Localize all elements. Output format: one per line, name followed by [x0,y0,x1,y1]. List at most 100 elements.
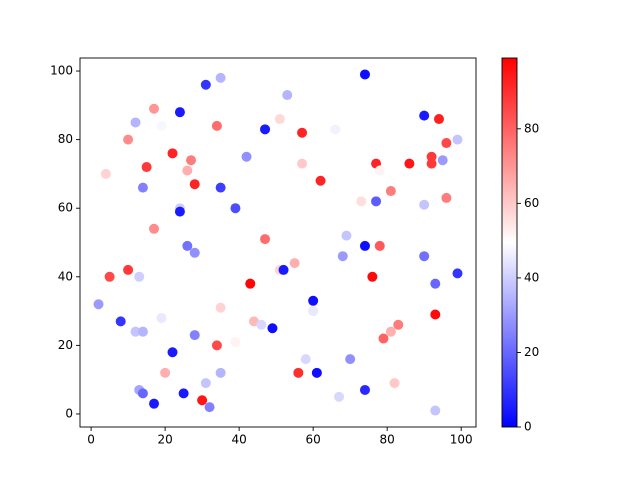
point [230,336,241,347]
colorbar [502,58,517,427]
point [100,168,111,179]
x-tick-label: 40 [231,433,246,447]
point [389,378,400,389]
point [367,271,378,282]
colorbar-tick-label: 40 [524,270,539,284]
point [437,155,448,166]
point [115,316,126,327]
point [274,114,285,125]
point [315,175,326,186]
point [204,402,215,413]
point [182,165,193,176]
point [260,124,271,135]
point [345,354,356,365]
point [137,182,148,193]
point [430,278,441,289]
point [211,120,222,131]
point [200,378,211,389]
point [441,192,452,203]
point [93,299,104,310]
point [104,271,115,282]
point [426,158,437,169]
point [419,199,430,210]
point [167,148,178,159]
point [430,309,441,320]
point [260,234,271,245]
point [215,367,226,378]
point [430,405,441,416]
point [141,162,152,173]
point [174,107,185,118]
point [178,388,189,399]
point [359,69,370,80]
point [156,312,167,323]
point [130,117,141,128]
point [149,103,160,114]
point [149,223,160,234]
point [211,340,222,351]
point [426,151,437,162]
point [215,302,226,313]
point [385,326,396,337]
point [182,240,193,251]
colorbar-frame [501,57,518,428]
point [419,110,430,121]
point [378,333,389,344]
point [215,72,226,83]
x-tick-label: 0 [87,433,95,447]
point [130,326,141,337]
point [452,134,463,145]
point [330,124,341,135]
colorbar-tick-label: 20 [524,345,539,359]
point [267,323,278,334]
colorbar-tick-label: 80 [524,121,539,135]
point [441,138,452,149]
point [374,240,385,251]
point [137,326,148,337]
point [356,196,367,207]
point [245,278,256,289]
point [200,79,211,90]
point [393,319,404,330]
point [334,391,345,402]
point [167,347,178,358]
point [311,367,322,378]
point [337,251,348,262]
point [241,151,252,162]
point [385,186,396,197]
y-tick-label: 20 [58,338,73,352]
point [123,134,134,145]
y-tick-label: 80 [58,132,73,146]
point [359,240,370,251]
point [278,264,289,275]
point [359,384,370,395]
point [123,264,134,275]
point [300,354,311,365]
point [293,367,304,378]
y-tick-label: 60 [58,201,73,215]
point [156,120,167,131]
point [371,196,382,207]
point [137,388,148,399]
colorbar-tick-label: 60 [524,196,539,210]
point [230,203,241,214]
point [189,179,200,190]
y-tick-label: 0 [65,406,73,420]
point [197,395,208,406]
y-tick-label: 100 [50,64,73,78]
point [419,251,430,262]
point [404,158,415,169]
x-tick-label: 20 [157,433,172,447]
point [289,258,300,269]
point [308,295,319,306]
x-tick-label: 100 [450,433,473,447]
x-tick-label: 80 [380,433,395,447]
point [282,90,293,101]
point [452,268,463,279]
point [160,367,171,378]
x-tick-label: 60 [306,433,321,447]
y-tick-label: 40 [58,269,73,283]
plot-frame [79,57,477,428]
point [134,271,145,282]
